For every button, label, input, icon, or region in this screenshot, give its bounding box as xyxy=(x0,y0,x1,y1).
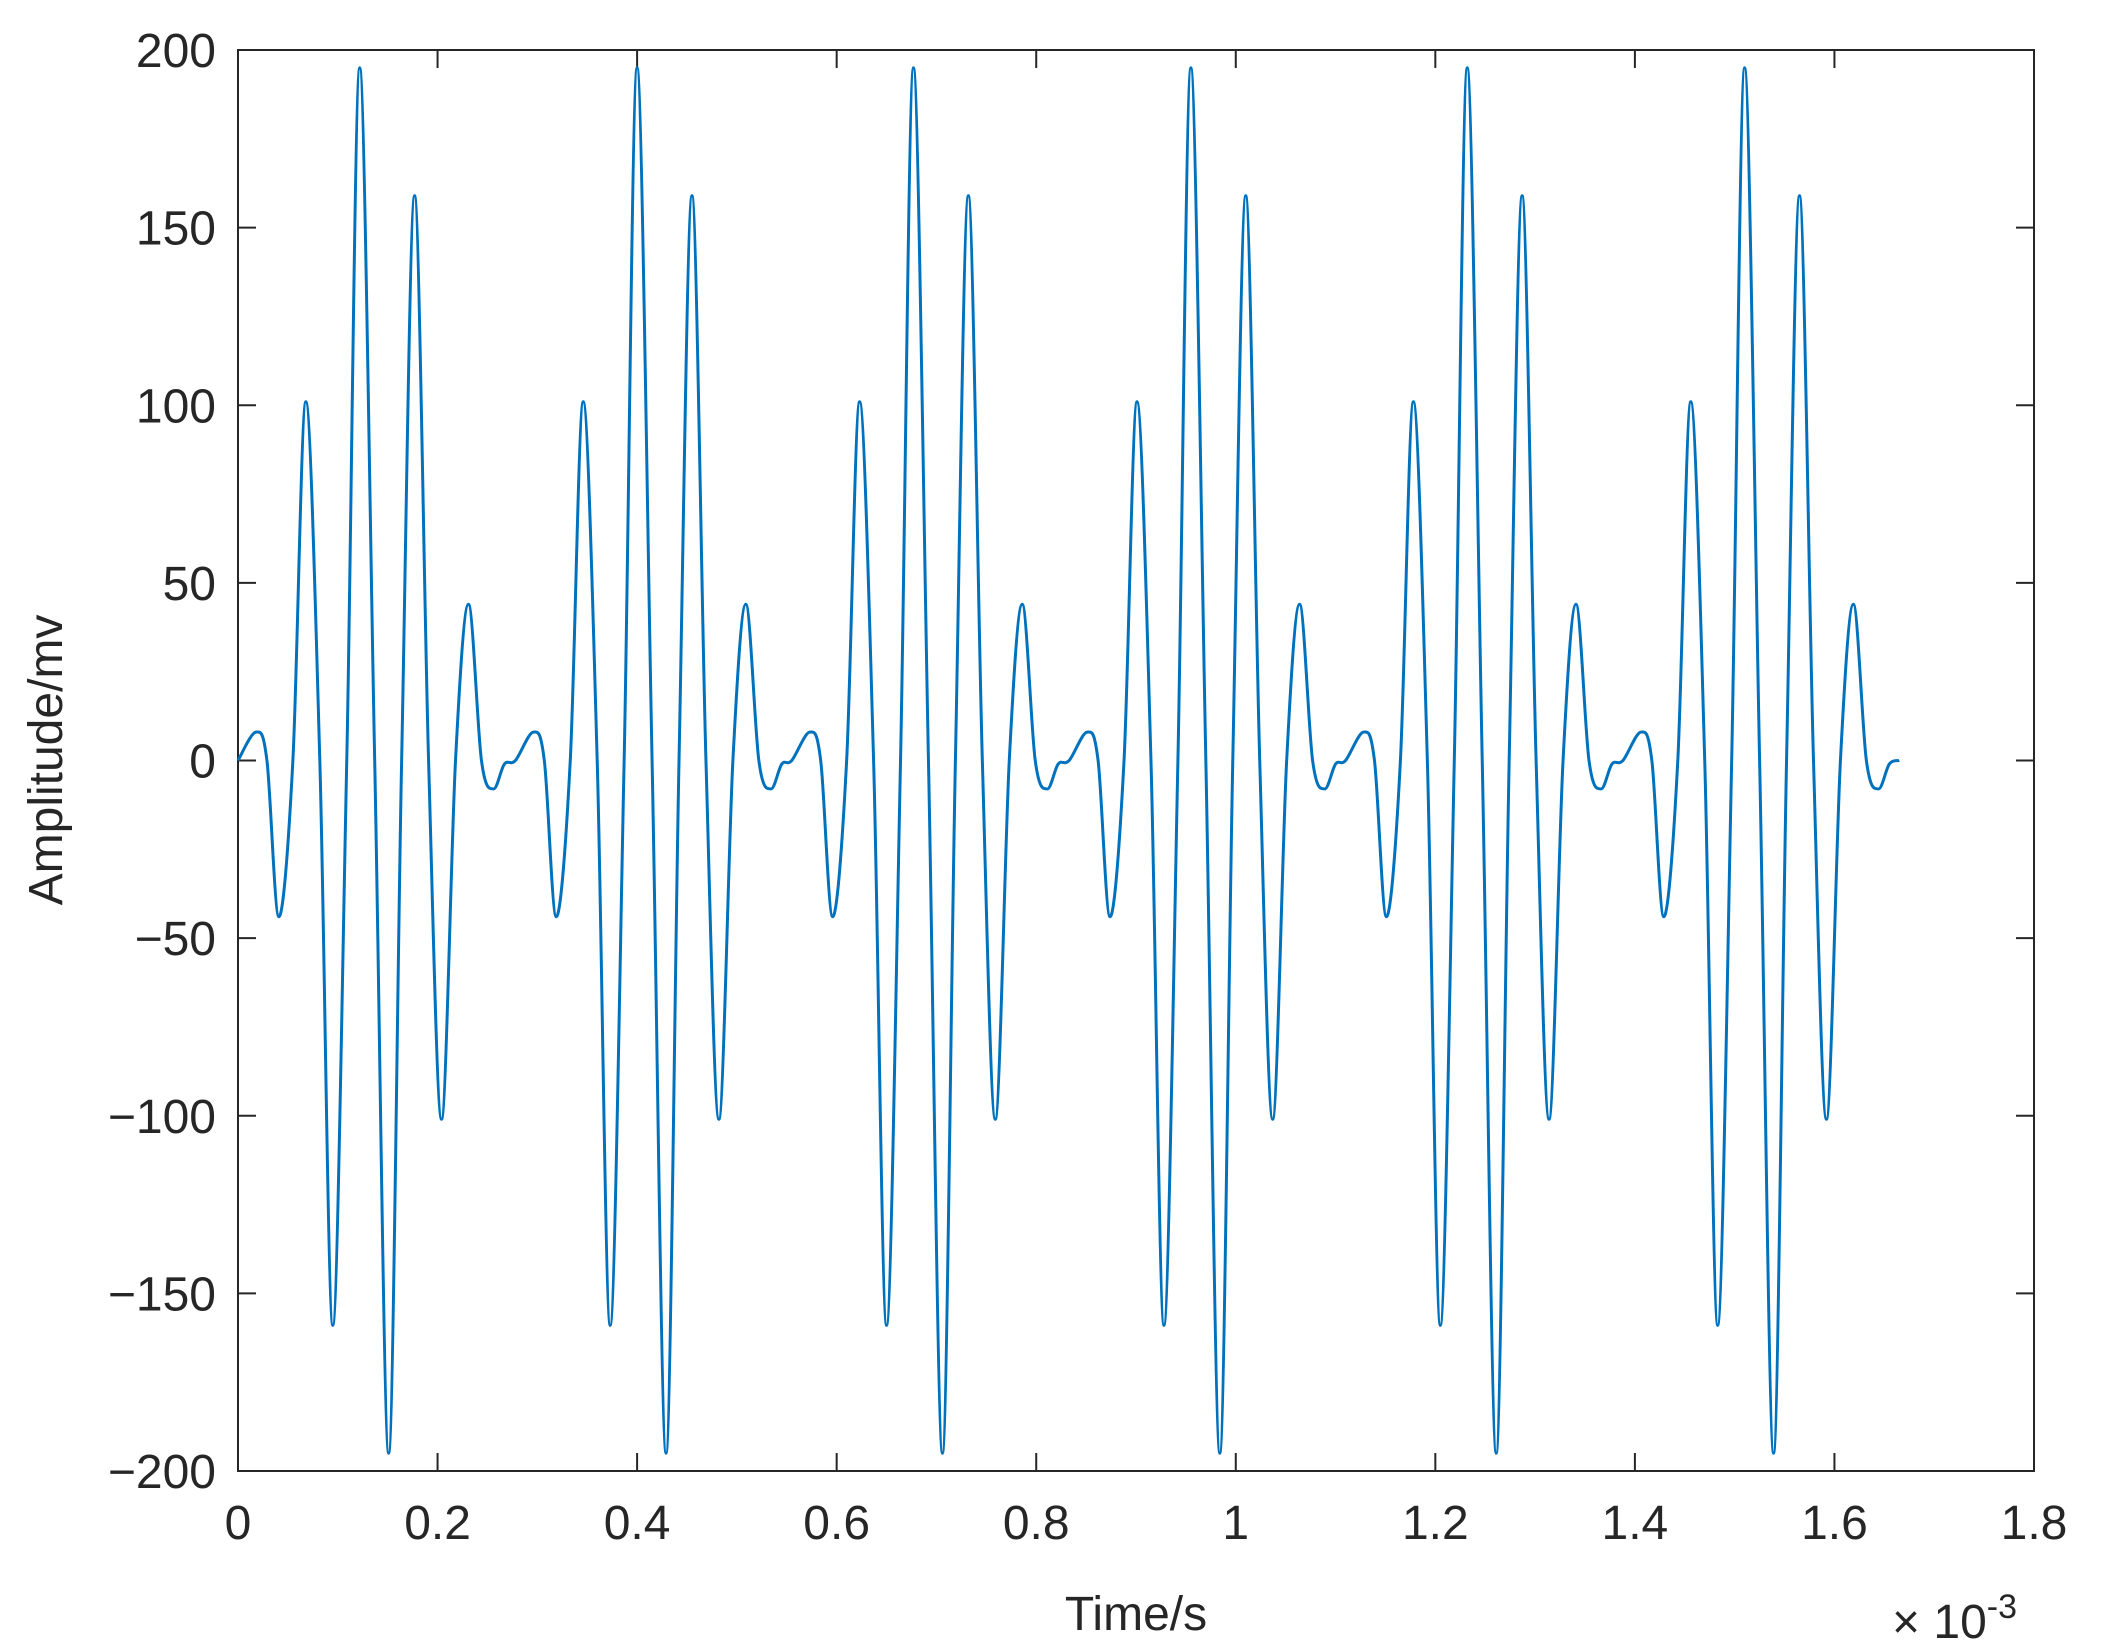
x-tick-label: 0 xyxy=(225,1497,252,1550)
x-tick-label: 1.4 xyxy=(1602,1497,1669,1550)
data-line xyxy=(236,66,1900,1455)
multiplier-base: × 10 xyxy=(1892,1596,1987,1649)
y-axis-label: Amplitude/mv xyxy=(20,615,73,906)
y-tick-label: −100 xyxy=(108,1091,216,1144)
y-tick-label: 50 xyxy=(163,558,216,611)
x-tick-label: 0.4 xyxy=(604,1497,671,1550)
multiplier-exponent: -3 xyxy=(1987,1588,2017,1626)
y-tick-label: −200 xyxy=(108,1446,216,1499)
x-tick-label: 1.6 xyxy=(1801,1497,1868,1550)
x-tick-label: 1.2 xyxy=(1402,1497,1469,1550)
y-tick-label: 150 xyxy=(136,203,216,256)
plot-area xyxy=(237,49,2035,1472)
x-axis-label: Time/s xyxy=(1065,1588,1207,1641)
x-tick-label: 0.2 xyxy=(404,1497,471,1550)
y-tick-label: 100 xyxy=(136,380,216,433)
y-tick-label: 0 xyxy=(189,736,216,789)
y-tick-label: −50 xyxy=(135,913,216,966)
x-tick-label: 1.8 xyxy=(2001,1497,2068,1550)
y-tick-label: 200 xyxy=(136,25,216,78)
y-tick-label: −150 xyxy=(108,1268,216,1321)
x-tick-label: 1 xyxy=(1222,1497,1249,1550)
x-tick-label: 0.6 xyxy=(803,1497,870,1550)
x-axis-multiplier: × 10-3 xyxy=(1892,1588,2017,1649)
x-tick-label: 0.8 xyxy=(1003,1497,1070,1550)
